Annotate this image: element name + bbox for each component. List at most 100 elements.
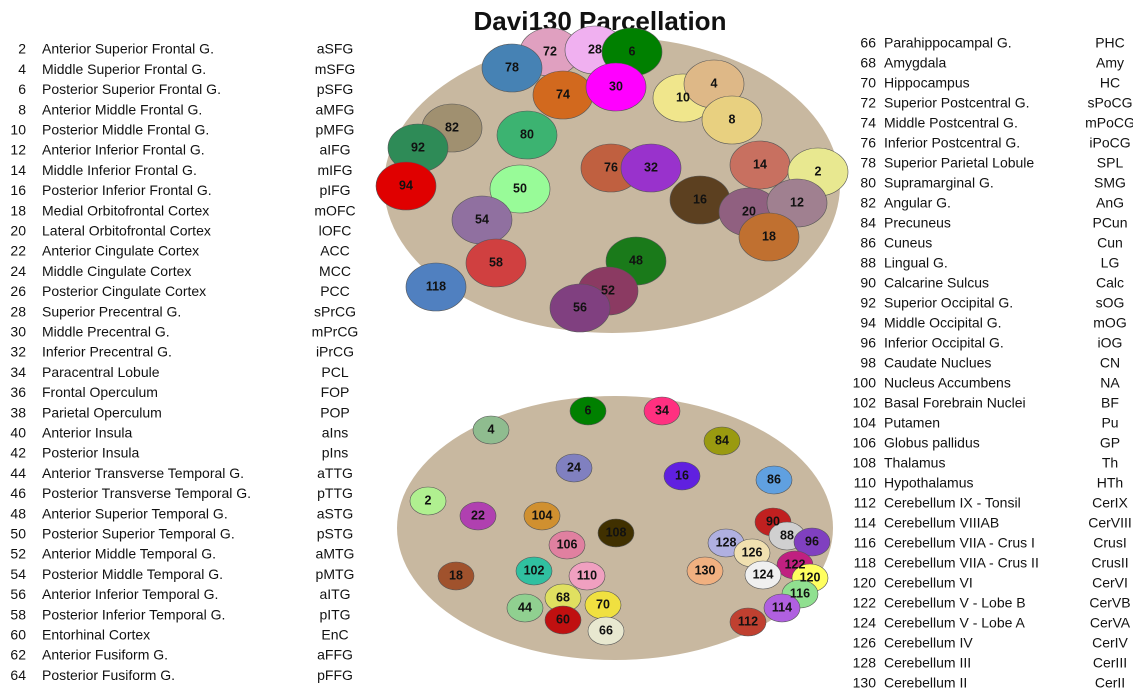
region-label: 130 — [695, 563, 716, 577]
region-label: 18 — [762, 229, 776, 243]
legend-abbr: aFFG — [317, 647, 353, 663]
legend-name: Anterior Inferior Temporal G. — [42, 586, 218, 602]
region-label: 10 — [676, 90, 690, 104]
legend-number: 60 — [10, 627, 26, 643]
legend-name: Superior Parietal Lobule — [884, 155, 1034, 171]
legend-name: Posterior Middle Temporal G. — [42, 566, 223, 582]
region-label: 126 — [742, 545, 763, 559]
legend-number: 54 — [10, 566, 26, 582]
region-label: 110 — [577, 568, 597, 582]
legend-abbr: pIFG — [319, 182, 350, 198]
legend-abbr: CerVIII — [1088, 515, 1132, 531]
legend-number: 124 — [853, 615, 877, 631]
legend-name: Cerebellum VIIIAB — [884, 515, 999, 531]
legend-abbr: SPL — [1097, 155, 1124, 171]
legend-number: 102 — [853, 395, 877, 411]
region-label: 78 — [505, 60, 519, 74]
legend-number: 18 — [10, 202, 26, 218]
legend-number: 84 — [860, 215, 876, 231]
region-label: 106 — [557, 537, 578, 551]
legend-abbr: CerVA — [1090, 615, 1131, 631]
legend-number: 86 — [860, 235, 876, 251]
legend-name: Nucleus Accumbens — [884, 375, 1011, 391]
region-label: 2 — [425, 493, 432, 507]
legend-number: 74 — [860, 115, 876, 131]
region-label: 128 — [716, 535, 737, 549]
legend-number: 72 — [860, 95, 876, 111]
region-label: 30 — [609, 79, 623, 93]
legend-name: Cerebellum VI — [884, 575, 973, 591]
legend-number: 58 — [10, 606, 26, 622]
legend-abbr: CerIV — [1092, 635, 1128, 651]
legend-abbr: pSTG — [317, 526, 354, 542]
region-label: 50 — [513, 181, 527, 195]
legend-abbr: iPoCG — [1089, 135, 1130, 151]
legend-number: 80 — [860, 175, 876, 191]
region-label: 52 — [601, 283, 615, 297]
region-label: 108 — [606, 525, 627, 539]
legend-number: 126 — [853, 635, 877, 651]
legend-abbr: aSTG — [317, 505, 354, 521]
region-label: 22 — [471, 508, 485, 522]
legend-abbr: iOG — [1098, 335, 1123, 351]
legend-number: 38 — [10, 404, 26, 420]
legend-abbr: mPoCG — [1085, 115, 1133, 131]
region-label: 90 — [766, 514, 780, 528]
region-label: 14 — [753, 157, 767, 171]
legend-number: 70 — [860, 75, 876, 91]
legend-abbr: CN — [1100, 355, 1120, 371]
legend-abbr: CrusI — [1093, 535, 1126, 551]
legend-name: Caudate Nuclues — [884, 355, 991, 371]
legend-abbr: pMFG — [316, 122, 355, 138]
region-label: 34 — [655, 403, 669, 417]
legend-number: 24 — [10, 263, 26, 279]
legend-abbr: POP — [320, 404, 350, 420]
region-label: 94 — [399, 178, 413, 192]
legend-abbr: AnG — [1096, 195, 1124, 211]
legend-name: Posterior Inferior Temporal G. — [42, 606, 225, 622]
legend-name: Anterior Fusiform G. — [42, 647, 168, 663]
legend-number: 34 — [10, 364, 26, 380]
legend-name: Inferior Occipital G. — [884, 335, 1004, 351]
legend-name: Anterior Superior Temporal G. — [42, 505, 228, 521]
region-label: 72 — [543, 44, 557, 58]
legend-abbr: EnC — [321, 627, 348, 643]
legend-abbr: CerIX — [1092, 495, 1128, 511]
legend-abbr: sOG — [1096, 295, 1125, 311]
legend-name: Anterior Transverse Temporal G. — [42, 465, 244, 481]
legend-number: 130 — [853, 675, 877, 691]
region-label: 12 — [790, 195, 804, 209]
legend-name: Posterior Superior Temporal G. — [42, 526, 235, 542]
legend-name: Hippocampus — [884, 75, 970, 91]
legend-number: 42 — [10, 445, 26, 461]
legend-name: Cerebellum IX - Tonsil — [884, 495, 1021, 511]
legend-abbr: iPrCG — [316, 344, 354, 360]
legend-name: Anterior Superior Frontal G. — [42, 41, 214, 57]
region-label: 16 — [693, 192, 707, 206]
legend-number: 14 — [10, 162, 26, 178]
region-label: 32 — [644, 160, 658, 174]
legend-abbr: aSFG — [317, 41, 354, 57]
legend-abbr: mOG — [1093, 315, 1126, 331]
legend-number: 116 — [854, 535, 877, 551]
legend-number: 94 — [860, 315, 876, 331]
legend-name: Globus pallidus — [884, 435, 980, 451]
legend-name: Basal Forebrain Nuclei — [884, 395, 1026, 411]
legend-abbr: ACC — [320, 243, 350, 259]
figure: Davi130 Parcellation 7228678743010482892… — [0, 0, 1133, 691]
legend-number: 98 — [860, 355, 876, 371]
legend-abbr: CerIII — [1093, 655, 1127, 671]
legend-abbr: GP — [1100, 435, 1120, 451]
legend-name: Cerebellum II — [884, 675, 967, 691]
legend-number: 6 — [18, 81, 26, 97]
legend-number: 88 — [860, 255, 876, 271]
legend-name: Calcarine Sulcus — [884, 275, 989, 291]
legend-abbr: lOFC — [319, 223, 352, 239]
region-label: 124 — [753, 567, 774, 581]
legend-abbr: pITG — [319, 606, 350, 622]
legend-name: Posterior Insula — [42, 445, 139, 461]
legend-abbr: mIFG — [318, 162, 353, 178]
region-label: 76 — [604, 160, 618, 174]
region-label: 70 — [596, 597, 610, 611]
legend-abbr: SMG — [1094, 175, 1126, 191]
